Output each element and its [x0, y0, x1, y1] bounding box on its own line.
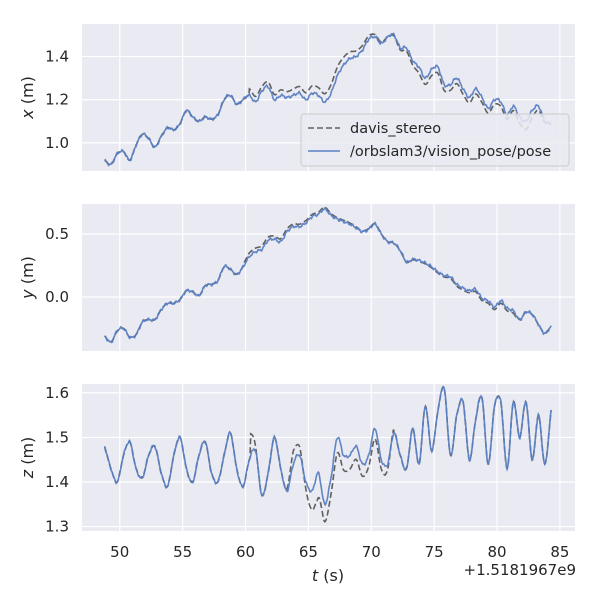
x-axis-offset-label: +1.5181967e9 [464, 561, 576, 579]
x-tick-label: 50 [110, 543, 129, 561]
x-tick-label: 60 [236, 543, 255, 561]
shared-x-axis: 50 55 60 65 70 75 80 85 [110, 543, 569, 561]
legend: davis_stereo /orbslam3/vision_pose/pose [300, 113, 570, 167]
legend-label-orbslam: /orbslam3/vision_pose/pose [350, 144, 551, 160]
y-panel: 0.0 0.5 y (m) [18, 204, 575, 351]
x-tick-label: 85 [550, 543, 569, 561]
y-axis-title-var: y [18, 289, 37, 300]
series-line-orbslam [104, 32, 552, 167]
y-axis-title-unit: (m) [18, 76, 37, 109]
x-tick-label: 75 [425, 543, 444, 561]
y-axis-title-var: z [18, 469, 37, 479]
y-tick-label: 0.5 [45, 225, 69, 243]
y-axis-title: y (m) [18, 256, 37, 300]
x-tick-label: 70 [362, 543, 381, 561]
y-tick-label: 1.3 [45, 518, 69, 536]
z-panel: 1.3 1.4 1.5 1.6 z (m) [18, 384, 575, 536]
y-axis-title: z (m) [18, 437, 37, 480]
series-line-orbslam [103, 385, 552, 507]
y-tick-label: 1.2 [45, 91, 69, 109]
y-tick-label: 1.6 [45, 384, 69, 402]
series-line-orbslam [104, 206, 552, 344]
x-tick-label: 55 [173, 543, 192, 561]
plot-area [82, 204, 575, 351]
y-tick-label: 1.4 [45, 473, 69, 491]
y-tick-label: 1.5 [45, 428, 69, 446]
y-axis-title-var: x [18, 109, 37, 120]
y-tick-label: 1.4 [45, 47, 69, 65]
legend-frame [300, 113, 570, 167]
x-axis-title-unit: (s) [318, 566, 344, 585]
y-axis-title-unit: (m) [18, 256, 37, 289]
y-axis-title-unit: (m) [18, 437, 37, 470]
x-tick-label: 80 [487, 543, 506, 561]
series-line-davis [104, 33, 552, 166]
x-axis-title: t (s) [312, 566, 344, 585]
y-axis-title: x (m) [18, 76, 37, 120]
y-tick-label: 0.0 [45, 288, 69, 306]
x-tick-label: 65 [299, 543, 318, 561]
legend-label-davis: davis_stereo [350, 121, 441, 137]
x-axis-title-var: t [312, 566, 319, 585]
y-tick-label: 1.0 [45, 134, 69, 152]
